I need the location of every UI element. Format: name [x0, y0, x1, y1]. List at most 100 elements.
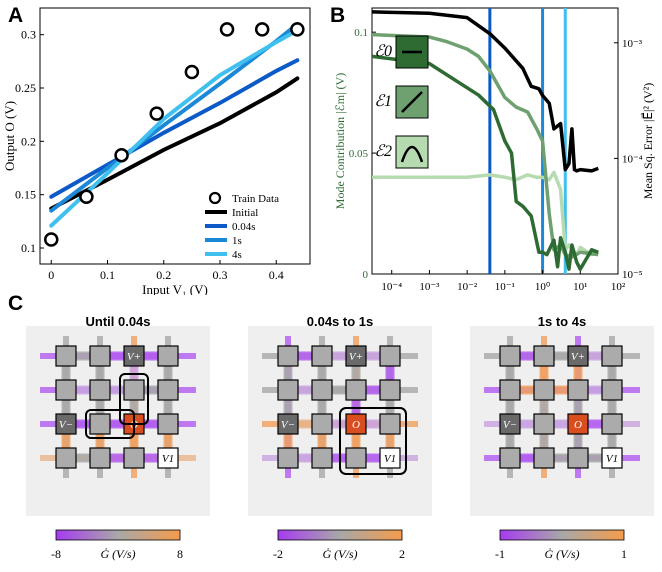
chart-a: 0 0.1 0.2 0.3 0.4 0.1 0.15 0.2 0.25 0.3 Input V₁ (… [2, 7, 311, 295]
node-label: V− [59, 419, 73, 431]
y-right-tick-label-b: 10⁻⁵ [622, 269, 643, 281]
network-node [89, 447, 111, 469]
x-tick-label-b: 10² [611, 281, 626, 293]
train-data-point [79, 189, 94, 205]
x-axis-label-b: Training Time (s) [449, 292, 540, 295]
train-data-point [290, 22, 305, 37]
mode-shape-icon [401, 91, 423, 113]
network-node [311, 379, 333, 401]
network-node [157, 447, 179, 469]
network-node [567, 345, 589, 367]
x-tick-label-b: 10⁻³ [419, 281, 440, 293]
network-node [601, 345, 623, 367]
colorbar-min-label: -8 [51, 547, 61, 561]
colorbar-max-label: 1 [621, 547, 627, 561]
mode-line [371, 54, 599, 271]
x-tick-label-b: 10⁻¹ [495, 281, 515, 293]
train-data-point [44, 232, 59, 247]
node-label: V1 [384, 453, 396, 465]
colorbar-label: Ġ (V/s) [101, 546, 136, 561]
node-label: V1 [162, 453, 174, 465]
network-node [123, 379, 145, 401]
network-node [55, 413, 77, 435]
network-node [157, 413, 179, 435]
chart-c: V+V− OV1-8 8Ġ (V/s)V+V− OV1-2 2Ġ (V/s)V+V− OV… [26, 326, 654, 561]
network-node [311, 413, 333, 435]
colorbar [55, 529, 181, 541]
network-node [499, 379, 521, 401]
node-label: V+ [349, 351, 363, 363]
network-node [311, 345, 333, 367]
line-004s [49, 58, 300, 199]
legend-marker-traindata [208, 191, 222, 205]
network-node [345, 447, 367, 469]
network-node [277, 447, 299, 469]
c2-title: 0.04s to 1s [306, 314, 374, 329]
highlight-box [85, 409, 135, 439]
network-node [345, 379, 367, 401]
highlight-box [339, 407, 407, 475]
x-axis-label-a: Input V₁ (V) [142, 282, 208, 295]
network-node [533, 379, 555, 401]
network-node [567, 447, 589, 469]
plot-frame-b [371, 7, 619, 275]
colorbar-label: Ġ (V/s) [323, 546, 358, 561]
mse-line [371, 10, 599, 173]
colorbar [499, 529, 625, 541]
y-tick-label-a: 0.3 [21, 28, 36, 42]
panel-label-b: B [330, 4, 346, 27]
network-node [157, 379, 179, 401]
network-node [533, 447, 555, 469]
y-tick-label-a: 0.25 [15, 81, 36, 95]
network-node [277, 345, 299, 367]
x-tick-label-b: 10⁰ [535, 281, 551, 293]
mode-label: ℰ1 [374, 93, 392, 110]
network-node [601, 447, 623, 469]
y-left-axis-label-b: Mode Contribution |ℰm| (V) [333, 73, 347, 209]
x-tick-label-b: 10¹ [573, 281, 587, 293]
network-node [277, 379, 299, 401]
network-node [601, 379, 623, 401]
network-node [123, 345, 145, 367]
train-data-point [114, 147, 129, 163]
network-node [499, 413, 521, 435]
mode-shape-icon [400, 145, 424, 163]
chart-b: 10⁻⁴ 10⁻³ 10⁻² 10⁻¹ 10⁰ 10¹ 10² Training Time (… [333, 7, 655, 295]
network-node [567, 379, 589, 401]
train-data-point [149, 106, 164, 121]
train-data-point [184, 64, 200, 80]
network-node [55, 379, 77, 401]
mode-label: ℰ2 [374, 143, 392, 160]
network-node [55, 345, 77, 367]
train-data-point [219, 22, 235, 37]
y-right-axis-label-b: Mean Sq. Error |E⃗|² (V²) [640, 83, 655, 200]
y-tick-label-a: 0.2 [21, 134, 36, 148]
x-tick-label-a: 0.4 [269, 268, 284, 282]
c1-title: Until 0.04s [85, 314, 151, 329]
network-node [123, 447, 145, 469]
node-label: V− [503, 419, 517, 431]
network-node [277, 413, 299, 435]
y-right-tick-label-b: 10⁻⁴ [622, 153, 643, 165]
network-node [379, 345, 401, 367]
network-node [601, 413, 623, 435]
colorbar [277, 529, 403, 541]
c3-title: 1s to 4s [537, 314, 587, 329]
colorbar-label: Ġ (V/s) [545, 546, 580, 561]
node-label: V+ [571, 351, 585, 363]
x-tick-label-b: 10⁻⁴ [381, 281, 402, 293]
x-tick-label-a: 0.2 [156, 268, 171, 282]
plot-frame-a [39, 7, 311, 265]
legend-label: Initial [232, 207, 258, 219]
colorbar-min-label: -2 [273, 547, 283, 561]
x-tick-label-a: 0.3 [213, 268, 228, 282]
network-node [499, 447, 521, 469]
node-label: V+ [127, 351, 141, 363]
y-left-tick-label-b: 0.1 [354, 27, 368, 39]
node-label: O [352, 419, 360, 431]
legend-label: 4s [232, 249, 242, 261]
mode-icon-box [395, 135, 429, 169]
legend-label: Train Data [232, 193, 279, 205]
panel-label-c: C [8, 292, 24, 315]
colorbar-max-label: 2 [399, 547, 405, 561]
